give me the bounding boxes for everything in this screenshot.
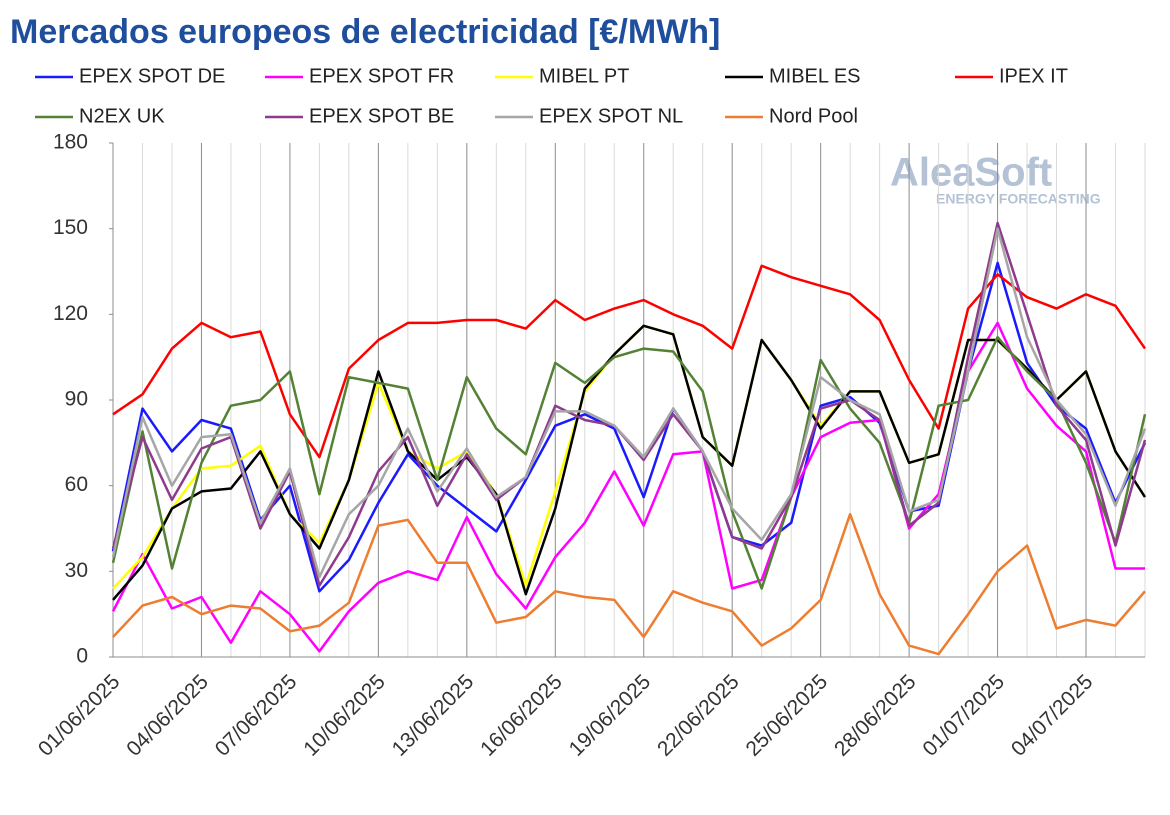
y-tick-label: 120	[53, 302, 88, 325]
x-tick-label: 16/06/2025	[476, 670, 567, 761]
legend-label: MIBEL PT	[539, 65, 629, 87]
x-tick-label: 19/06/2025	[565, 670, 656, 761]
legend-label: N2EX UK	[79, 105, 165, 127]
x-tick-label: 04/06/2025	[122, 670, 213, 761]
series-line	[112, 324, 1147, 590]
legend-label: IPEX IT	[999, 65, 1068, 87]
series-line	[111, 221, 1147, 587]
series-line	[111, 321, 1145, 653]
series-line	[112, 264, 1147, 459]
legend-label: EPEX SPOT BE	[309, 105, 454, 127]
x-tick-label: 04/07/2025	[1007, 670, 1098, 761]
series-line	[111, 227, 1147, 579]
legend-label: EPEX SPOT FR	[309, 65, 454, 87]
x-tick-label: 01/06/2025	[34, 670, 125, 761]
legend-label: EPEX SPOT DE	[79, 65, 225, 87]
series-line	[111, 261, 1147, 593]
chart-title: Mercados europeos de electricidad [€/MWh…	[10, 13, 720, 51]
y-tick-label: 30	[65, 559, 88, 582]
x-tick-label: 13/06/2025	[388, 670, 479, 761]
y-tick-label: 180	[53, 131, 88, 154]
watermark-subtitle: ENERGY FORECASTING	[936, 191, 1101, 207]
series-line	[111, 335, 1147, 590]
x-tick-label: 22/06/2025	[653, 670, 744, 761]
y-tick-label: 0	[76, 645, 88, 668]
legend-label: EPEX SPOT NL	[539, 105, 683, 127]
x-tick-label: 07/06/2025	[211, 670, 302, 761]
series-line	[112, 512, 1146, 656]
watermark: AleaSoft	[890, 151, 1052, 195]
y-tick-label: 150	[53, 216, 88, 239]
legend-label: MIBEL ES	[769, 65, 861, 87]
x-tick-label: 10/06/2025	[299, 670, 390, 761]
x-tick-label: 01/07/2025	[918, 670, 1009, 761]
legend-label: Nord Pool	[769, 105, 858, 127]
y-tick-label: 60	[65, 473, 88, 496]
x-tick-label: 28/06/2025	[830, 670, 921, 761]
x-tick-label: 25/06/2025	[742, 670, 833, 761]
y-tick-label: 90	[65, 388, 88, 411]
